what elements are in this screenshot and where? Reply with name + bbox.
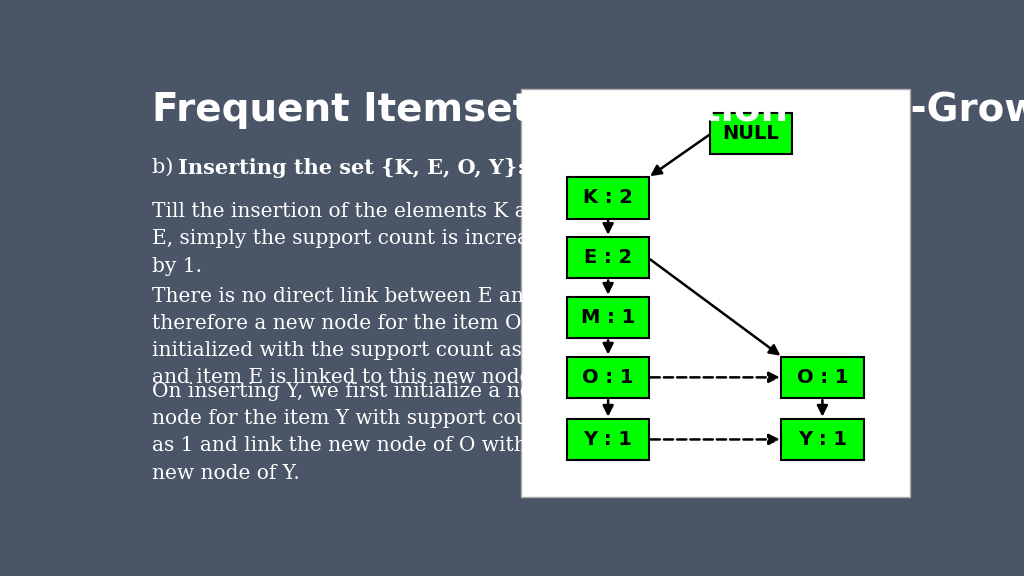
FancyBboxPatch shape <box>521 89 909 497</box>
Text: M : 1: M : 1 <box>581 308 635 327</box>
Text: Inserting the set {K, E, O, Y}:: Inserting the set {K, E, O, Y}: <box>178 158 525 178</box>
FancyBboxPatch shape <box>567 419 649 460</box>
FancyBboxPatch shape <box>710 112 793 154</box>
FancyBboxPatch shape <box>567 357 649 398</box>
Text: b): b) <box>152 158 180 177</box>
FancyBboxPatch shape <box>567 237 649 278</box>
Text: Frequent Itemset Generation in FP-Growth Algorithm: Frequent Itemset Generation in FP-Growth… <box>152 92 1024 129</box>
Text: Y : 1: Y : 1 <box>798 430 847 449</box>
FancyBboxPatch shape <box>781 357 863 398</box>
Text: O : 1: O : 1 <box>583 368 634 387</box>
Text: O : 1: O : 1 <box>797 368 848 387</box>
Text: NULL: NULL <box>723 124 779 143</box>
Text: K : 2: K : 2 <box>584 188 633 207</box>
Text: E : 2: E : 2 <box>584 248 632 267</box>
Text: On inserting Y, we first initialize a new
node for the item Y with support count: On inserting Y, we first initialize a ne… <box>152 382 566 483</box>
Text: There is no direct link between E and O,
therefore a new node for the item O is
: There is no direct link between E and O,… <box>152 286 564 387</box>
Text: Y : 1: Y : 1 <box>584 430 633 449</box>
FancyBboxPatch shape <box>567 177 649 218</box>
Text: Till the insertion of the elements K and
E, simply the support count is increase: Till the insertion of the elements K and… <box>152 202 564 276</box>
FancyBboxPatch shape <box>781 419 863 460</box>
FancyBboxPatch shape <box>567 297 649 338</box>
